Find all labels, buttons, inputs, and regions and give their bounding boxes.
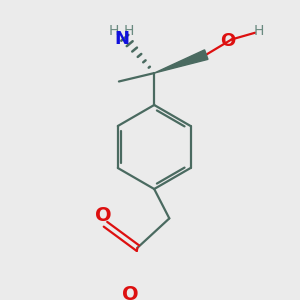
Text: O: O (220, 32, 236, 50)
Text: H: H (124, 24, 134, 38)
Text: O: O (95, 206, 112, 225)
Polygon shape (154, 50, 208, 73)
Text: O: O (122, 284, 139, 300)
Text: N: N (114, 31, 129, 49)
Text: H: H (109, 24, 119, 38)
Text: H: H (253, 24, 263, 38)
